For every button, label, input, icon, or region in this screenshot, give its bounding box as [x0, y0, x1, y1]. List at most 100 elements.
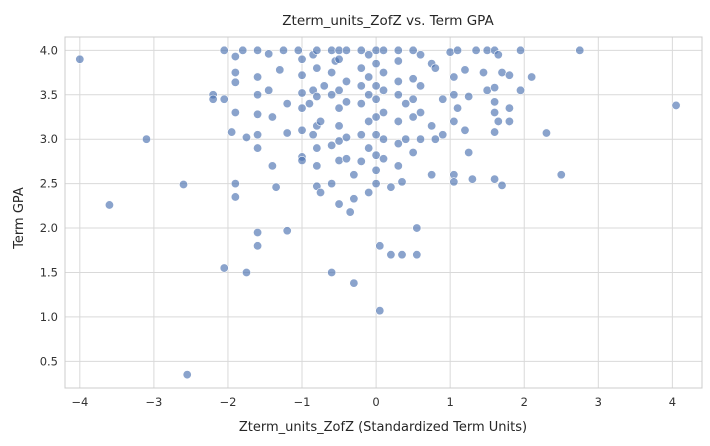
data-point — [412, 223, 422, 233]
data-point — [504, 116, 514, 126]
data-point — [219, 263, 229, 273]
data-point — [364, 143, 374, 153]
data-point — [253, 130, 263, 140]
data-point — [386, 182, 396, 192]
data-point — [341, 132, 351, 142]
data-point — [497, 180, 507, 190]
data-point — [397, 177, 407, 187]
data-point — [293, 45, 303, 55]
data-point — [319, 81, 329, 91]
data-point — [230, 108, 240, 118]
x-tick-label: −2 — [219, 395, 236, 409]
data-point — [356, 130, 366, 140]
data-point — [504, 70, 514, 80]
data-point — [490, 83, 500, 93]
data-point — [279, 45, 289, 55]
data-point — [408, 112, 418, 122]
data-point — [230, 192, 240, 202]
data-point — [334, 103, 344, 113]
data-point — [449, 116, 459, 126]
data-point — [371, 179, 381, 189]
data-point — [282, 99, 292, 109]
data-point — [356, 99, 366, 109]
data-point — [671, 100, 681, 110]
data-point — [267, 112, 277, 122]
data-point — [408, 148, 418, 158]
data-point — [371, 130, 381, 140]
data-point — [230, 77, 240, 87]
x-axis-label: Zterm_units_ZofZ (Standardized Term Unit… — [239, 420, 527, 435]
data-point — [408, 74, 418, 84]
data-point — [341, 45, 351, 55]
data-point — [490, 97, 500, 107]
data-point — [312, 45, 322, 55]
data-point — [393, 139, 403, 149]
data-point — [416, 50, 426, 60]
data-point — [253, 90, 263, 100]
data-point — [378, 108, 388, 118]
data-point — [378, 154, 388, 164]
data-point — [327, 90, 337, 100]
data-point — [312, 92, 322, 102]
data-point — [297, 125, 307, 135]
data-point — [445, 47, 455, 57]
data-point — [356, 156, 366, 166]
data-point — [541, 128, 551, 138]
data-point — [386, 250, 396, 260]
data-point — [438, 94, 448, 104]
data-point — [490, 108, 500, 118]
data-point — [327, 179, 337, 189]
y-tick-label: 0.5 — [40, 354, 58, 368]
data-point — [453, 103, 463, 113]
y-tick-label: 3.5 — [40, 88, 58, 102]
data-point — [516, 85, 526, 95]
data-point — [408, 45, 418, 55]
data-point — [364, 116, 374, 126]
x-tick-label: −4 — [71, 395, 88, 409]
data-point — [241, 132, 251, 142]
data-point — [416, 81, 426, 91]
data-point — [312, 161, 322, 171]
data-point — [75, 54, 85, 64]
data-point — [182, 370, 192, 380]
data-point — [408, 94, 418, 104]
data-point — [334, 85, 344, 95]
data-point — [378, 85, 388, 95]
data-point — [264, 49, 274, 59]
data-point — [449, 72, 459, 82]
data-point — [397, 250, 407, 260]
data-point — [393, 90, 403, 100]
data-point — [371, 94, 381, 104]
data-point — [227, 127, 237, 137]
data-point — [271, 182, 281, 192]
data-point — [334, 156, 344, 166]
data-point — [364, 72, 374, 82]
data-point — [371, 112, 381, 122]
y-tick-label: 3.0 — [40, 132, 58, 146]
x-tick-label: 2 — [521, 395, 528, 409]
data-point — [416, 108, 426, 118]
data-point — [490, 174, 500, 184]
data-point — [430, 134, 440, 144]
data-point — [341, 97, 351, 107]
data-point — [401, 134, 411, 144]
data-point — [253, 241, 263, 251]
data-point — [349, 278, 359, 288]
data-point — [282, 226, 292, 236]
x-tick-label: 0 — [372, 395, 379, 409]
data-point — [393, 45, 403, 55]
data-point — [427, 170, 437, 180]
data-point — [308, 130, 318, 140]
data-point — [371, 81, 381, 91]
data-point — [401, 99, 411, 109]
data-point — [230, 68, 240, 78]
data-point — [345, 207, 355, 217]
data-point — [375, 306, 385, 316]
data-point — [393, 161, 403, 171]
y-tick-label: 1.5 — [40, 265, 58, 279]
data-point — [253, 45, 263, 55]
data-point — [471, 45, 481, 55]
data-point — [427, 121, 437, 131]
data-point — [464, 148, 474, 158]
